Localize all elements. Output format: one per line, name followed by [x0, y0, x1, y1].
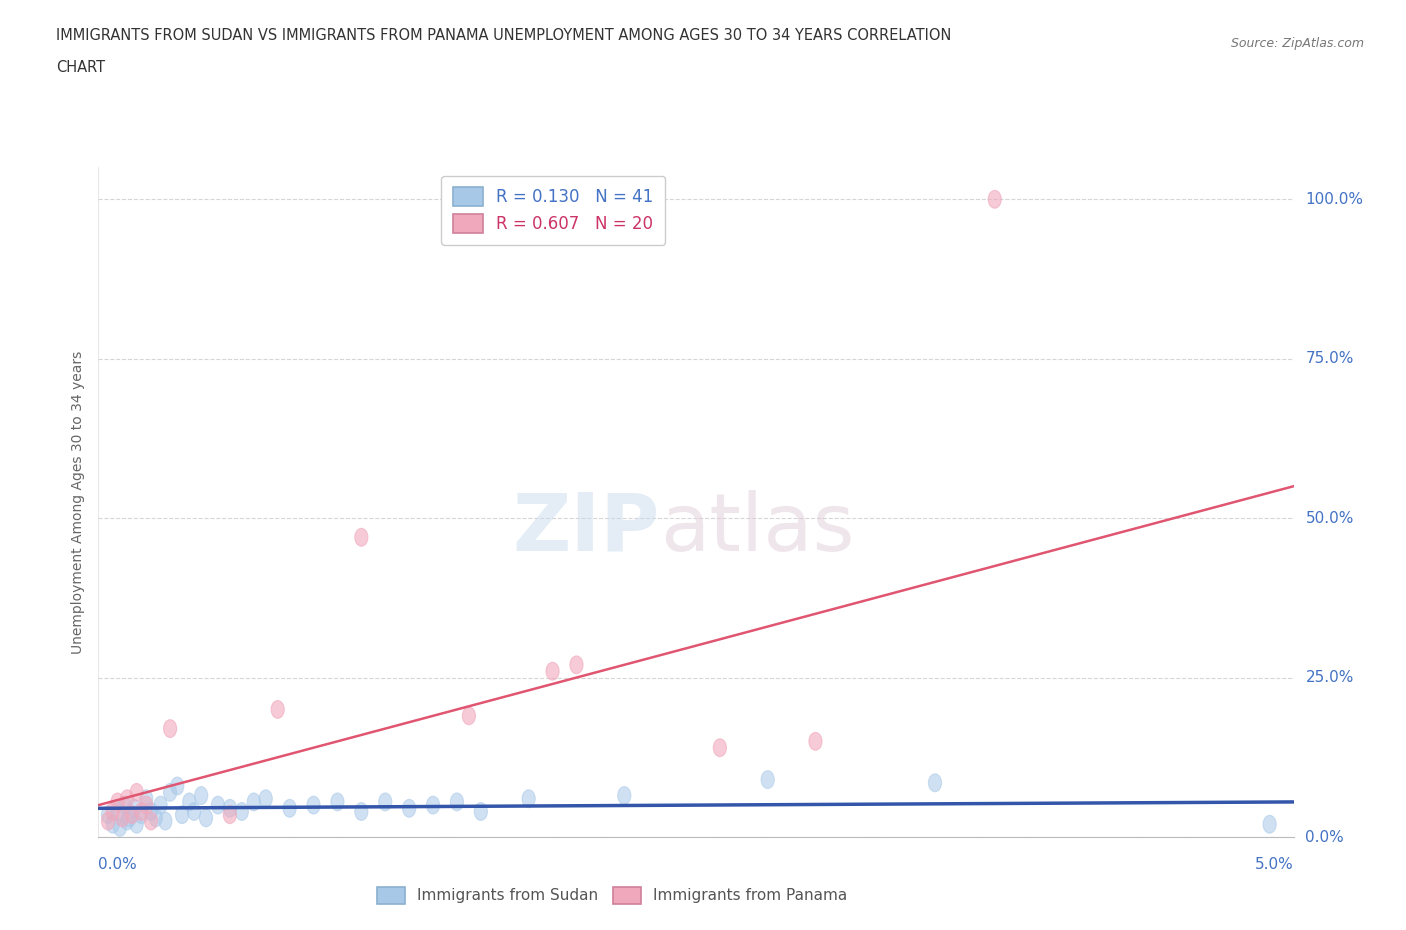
Text: Source: ZipAtlas.com: Source: ZipAtlas.com: [1230, 37, 1364, 50]
Ellipse shape: [114, 818, 127, 836]
Ellipse shape: [546, 662, 560, 680]
Ellipse shape: [200, 809, 212, 827]
Ellipse shape: [426, 796, 440, 814]
Ellipse shape: [125, 805, 138, 824]
Ellipse shape: [522, 790, 536, 807]
Ellipse shape: [101, 805, 114, 824]
Ellipse shape: [617, 787, 631, 804]
Ellipse shape: [224, 805, 236, 824]
Ellipse shape: [155, 796, 167, 814]
Ellipse shape: [131, 816, 143, 833]
Ellipse shape: [224, 800, 236, 817]
Ellipse shape: [107, 803, 120, 820]
Ellipse shape: [354, 528, 368, 546]
Ellipse shape: [259, 790, 273, 807]
Text: atlas: atlas: [661, 490, 855, 568]
Text: 25.0%: 25.0%: [1305, 671, 1354, 685]
Ellipse shape: [1263, 816, 1277, 833]
Ellipse shape: [402, 800, 416, 817]
Ellipse shape: [808, 733, 823, 751]
Ellipse shape: [111, 803, 124, 820]
Ellipse shape: [122, 809, 136, 827]
Ellipse shape: [713, 738, 727, 757]
Ellipse shape: [121, 790, 134, 807]
Ellipse shape: [194, 787, 208, 804]
Text: 100.0%: 100.0%: [1305, 192, 1364, 206]
Ellipse shape: [183, 793, 195, 811]
Ellipse shape: [354, 803, 368, 820]
Ellipse shape: [163, 720, 177, 737]
Ellipse shape: [247, 793, 260, 811]
Ellipse shape: [135, 803, 148, 820]
Ellipse shape: [121, 812, 134, 830]
Ellipse shape: [115, 809, 129, 827]
Ellipse shape: [159, 812, 172, 830]
Ellipse shape: [307, 796, 321, 814]
Ellipse shape: [128, 800, 141, 817]
Text: IMMIGRANTS FROM SUDAN VS IMMIGRANTS FROM PANAMA UNEMPLOYMENT AMONG AGES 30 TO 34: IMMIGRANTS FROM SUDAN VS IMMIGRANTS FROM…: [56, 28, 952, 43]
Y-axis label: Unemployment Among Ages 30 to 34 years: Unemployment Among Ages 30 to 34 years: [72, 351, 86, 654]
Ellipse shape: [569, 656, 583, 673]
Ellipse shape: [283, 800, 297, 817]
Ellipse shape: [450, 793, 464, 811]
Ellipse shape: [330, 793, 344, 811]
Ellipse shape: [118, 796, 131, 814]
Ellipse shape: [378, 793, 392, 811]
Ellipse shape: [145, 812, 157, 830]
Ellipse shape: [170, 777, 184, 795]
Ellipse shape: [988, 191, 1001, 208]
Text: 0.0%: 0.0%: [98, 857, 138, 872]
Ellipse shape: [928, 774, 942, 791]
Ellipse shape: [211, 796, 225, 814]
Ellipse shape: [135, 805, 148, 824]
Ellipse shape: [139, 796, 153, 814]
Ellipse shape: [101, 812, 114, 830]
Ellipse shape: [139, 790, 153, 807]
Ellipse shape: [131, 783, 143, 802]
Ellipse shape: [176, 805, 188, 824]
Ellipse shape: [271, 700, 284, 718]
Ellipse shape: [235, 803, 249, 820]
Ellipse shape: [145, 803, 157, 820]
Legend: Immigrants from Sudan, Immigrants from Panama: Immigrants from Sudan, Immigrants from P…: [371, 881, 853, 910]
Ellipse shape: [463, 707, 475, 724]
Ellipse shape: [149, 809, 162, 827]
Ellipse shape: [474, 803, 488, 820]
Text: 5.0%: 5.0%: [1254, 857, 1294, 872]
Ellipse shape: [111, 793, 124, 811]
Text: 0.0%: 0.0%: [1305, 830, 1344, 844]
Text: CHART: CHART: [56, 60, 105, 75]
Text: 50.0%: 50.0%: [1305, 511, 1354, 525]
Ellipse shape: [761, 771, 775, 789]
Text: 75.0%: 75.0%: [1305, 352, 1354, 366]
Ellipse shape: [163, 783, 177, 802]
Ellipse shape: [107, 816, 120, 833]
Text: ZIP: ZIP: [513, 490, 661, 568]
Ellipse shape: [187, 803, 201, 820]
